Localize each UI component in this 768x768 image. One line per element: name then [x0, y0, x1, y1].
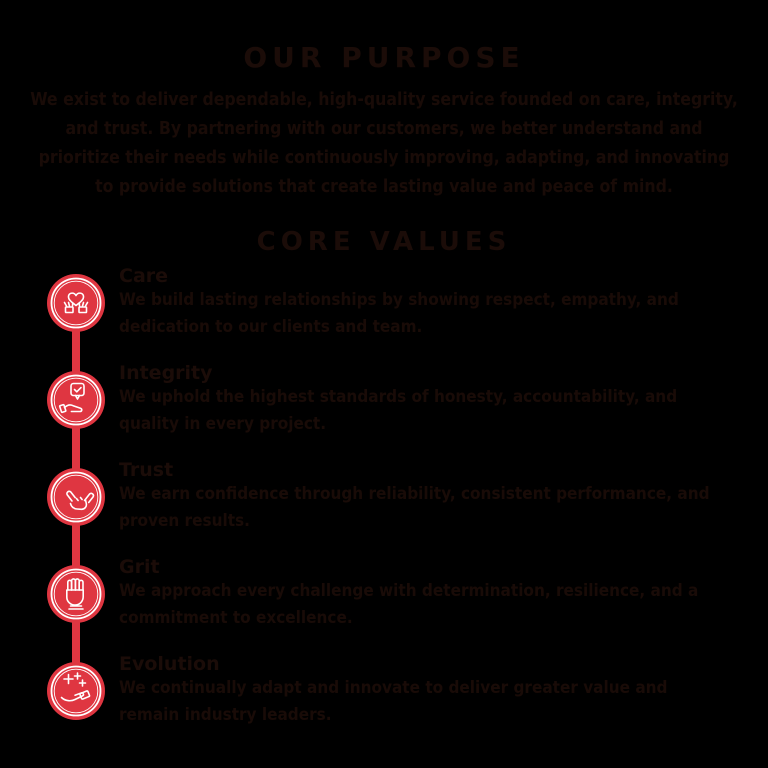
value-title: Integrity: [119, 361, 213, 384]
value-description: We earn confidence through reliability, …: [119, 483, 710, 531]
hand-sparkles-icon: [46, 661, 106, 721]
hand-badge-check-icon: [46, 370, 106, 430]
value-item-evolution: Evolution We continually adapt and innov…: [46, 642, 768, 739]
promise-hand-icon: [46, 467, 106, 527]
raised-fist-icon: [46, 564, 106, 624]
value-text-evolution: Evolution We continually adapt and innov…: [119, 653, 724, 729]
value-item-integrity: Integrity We uphold the highest standard…: [46, 351, 768, 448]
value-text-integrity: Integrity We uphold the highest standard…: [119, 362, 724, 438]
value-description: We approach every challenge with determi…: [119, 580, 699, 628]
core-values-list: Care We build lasting relationships by s…: [46, 254, 768, 739]
value-item-trust: Trust We earn confidence through reliabi…: [46, 448, 768, 545]
value-description: We uphold the highest standards of hones…: [119, 386, 678, 434]
core-values-heading: CORE VALUES: [256, 227, 512, 258]
value-title: Grit: [119, 555, 160, 578]
purpose-body-text: We exist to deliver dependable, high-qua…: [30, 90, 738, 198]
hands-holding-heart-icon: [46, 273, 106, 333]
value-description: We continually adapt and innovate to del…: [119, 677, 668, 725]
purpose-heading: OUR PURPOSE: [243, 41, 525, 74]
value-text-grit: Grit We approach every challenge with de…: [119, 556, 724, 632]
value-title: Care: [119, 264, 169, 287]
value-text-care: Care We build lasting relationships by s…: [119, 265, 724, 341]
value-description: We build lasting relationships by showin…: [119, 289, 679, 337]
value-item-care: Care We build lasting relationships by s…: [46, 254, 768, 351]
value-item-grit: Grit We approach every challenge with de…: [46, 545, 768, 642]
value-title: Evolution: [119, 652, 220, 675]
value-text-trust: Trust We earn confidence through reliabi…: [119, 459, 724, 535]
value-title: Trust: [119, 458, 174, 481]
